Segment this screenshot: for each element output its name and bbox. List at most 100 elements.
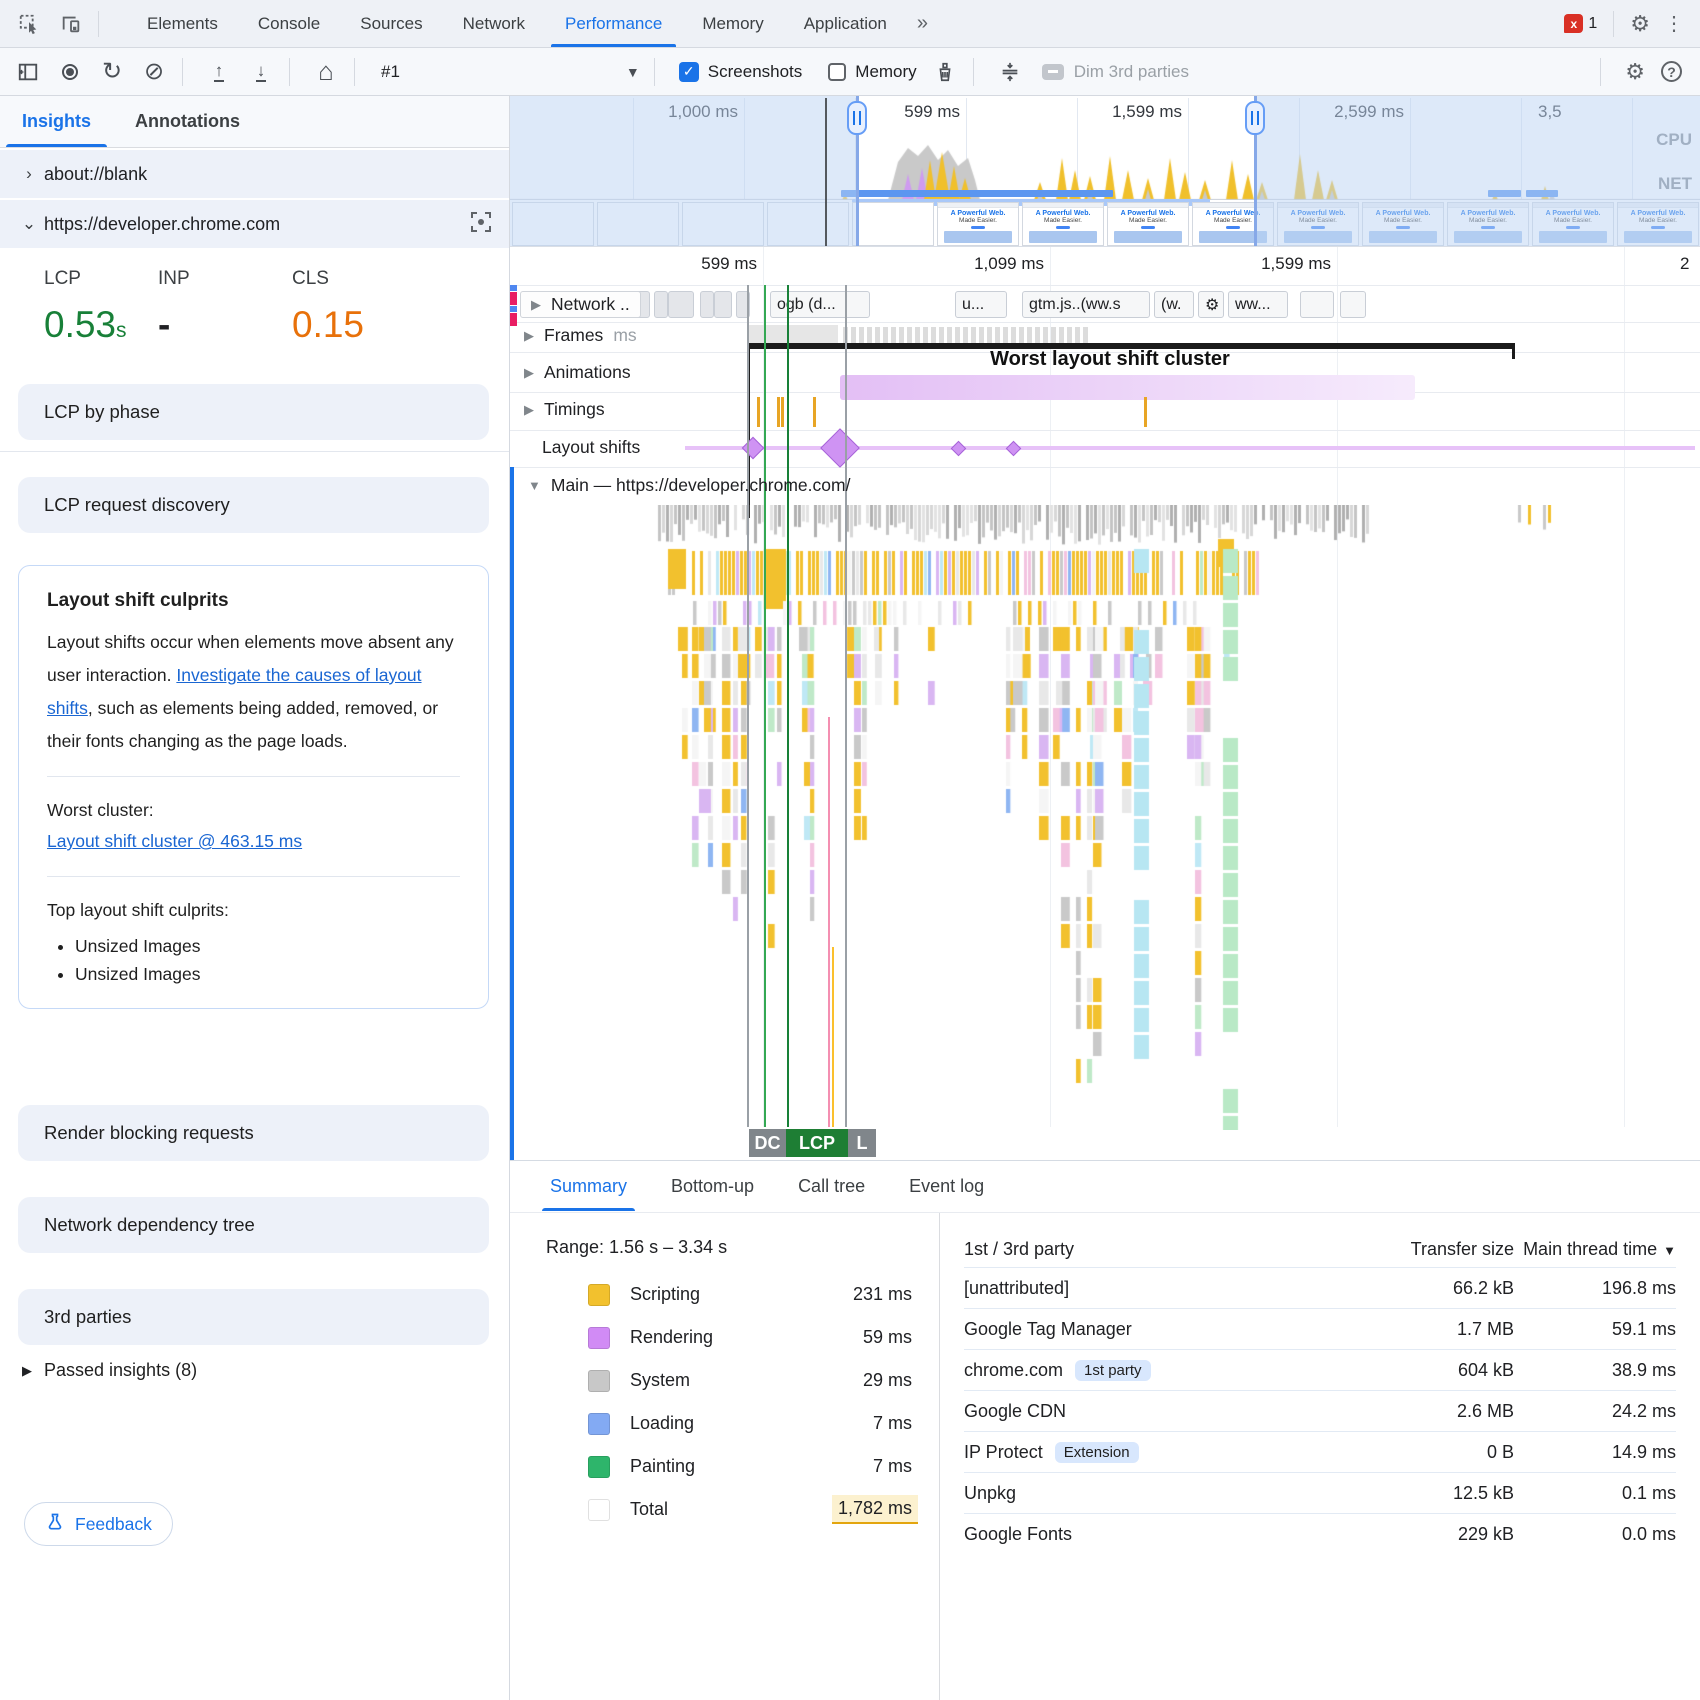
garbage-collect-icon[interactable]	[931, 58, 959, 86]
more-tabs-icon[interactable]: »	[916, 12, 928, 34]
timing-marker[interactable]	[1144, 397, 1147, 427]
legend-row[interactable]: Painting 7 ms	[588, 1445, 918, 1488]
download-profile-icon[interactable]: ↓	[255, 60, 267, 82]
timing-marker[interactable]	[757, 397, 760, 427]
frame-bar[interactable]	[747, 325, 838, 347]
panel-tab[interactable]: Network	[462, 13, 525, 33]
frame-bar[interactable]	[907, 327, 912, 345]
left-window-handle[interactable]	[856, 96, 859, 246]
marker-badge-l[interactable]: L	[848, 1129, 876, 1157]
home-live-metrics-icon[interactable]: ⌂	[318, 56, 334, 86]
metric-lcp[interactable]: LCP 0.53s	[44, 268, 127, 345]
timing-marker[interactable]	[777, 397, 780, 427]
memory-checkbox[interactable]: Memory	[828, 62, 917, 82]
table-row[interactable]: Google Fonts 229 kB 0.0 ms	[964, 1513, 1676, 1554]
frame-bar[interactable]	[1011, 327, 1016, 345]
track-label-timings[interactable]: ▶ Timings	[524, 399, 605, 420]
screenshot-thumbnail[interactable]: A Powerful Web.Made Easier.	[1022, 202, 1104, 246]
worst-cluster-band[interactable]	[840, 375, 1415, 400]
marker-badge-dc[interactable]: DC	[749, 1129, 786, 1157]
table-row[interactable]: Unpkg 12.5 kB 0.1 ms	[964, 1472, 1676, 1513]
frame-bar[interactable]	[891, 327, 896, 345]
main-thread-header[interactable]: ▼ Main — https://developer.chrome.com/	[528, 475, 850, 496]
table-row[interactable]: IP Protect Extension 0 B 14.9 ms	[964, 1431, 1676, 1472]
help-icon[interactable]: ?	[1661, 61, 1682, 82]
dim-3rd-parties-toggle[interactable]	[1041, 63, 1064, 80]
panel-tab[interactable]: Memory	[702, 13, 764, 33]
legend-row[interactable]: Total 1,782 ms	[588, 1488, 918, 1531]
frame-bar[interactable]	[859, 327, 864, 345]
right-window-handle[interactable]	[1254, 96, 1257, 246]
layout-shift-diamond[interactable]	[741, 436, 765, 460]
metric-inp[interactable]: INP -	[158, 268, 190, 345]
network-request-chip[interactable]: gtm.js..(ww.s	[1022, 291, 1150, 318]
worst-cluster-link[interactable]: Layout shift cluster @ 463.15 ms	[47, 831, 303, 852]
screenshot-thumbnail[interactable]: A Powerful Web.Made Easier.	[937, 202, 1019, 246]
capture-settings-gear-icon[interactable]: ⚙	[1625, 58, 1645, 84]
bottom-tab[interactable]: Bottom-up	[671, 1175, 755, 1196]
frame-bar[interactable]	[987, 327, 992, 345]
frame-bar[interactable]	[1035, 327, 1040, 345]
right-window-handle-grip[interactable]	[1245, 101, 1265, 135]
frame-bar[interactable]	[963, 327, 968, 345]
frame-bar[interactable]	[883, 327, 888, 345]
track-label-animations[interactable]: ▶ Animations	[524, 362, 631, 383]
frame-bar[interactable]	[971, 327, 976, 345]
network-request-chip[interactable]: ⚙	[1198, 291, 1224, 318]
frame-bar[interactable]	[1067, 327, 1072, 345]
frame-bar[interactable]	[1043, 327, 1048, 345]
frame-bar[interactable]	[1075, 327, 1080, 345]
history-selector[interactable]: #1	[381, 61, 400, 81]
table-row[interactable]: Google CDN 2.6 MB 24.2 ms	[964, 1390, 1676, 1431]
sidebar-tab[interactable]: Insights	[0, 96, 113, 147]
frame-bar[interactable]	[923, 327, 928, 345]
header-transfer-size[interactable]: Transfer size	[1410, 1238, 1514, 1259]
layout-shift-diamond[interactable]	[820, 428, 860, 468]
panel-tab[interactable]: Elements	[147, 13, 218, 33]
frame-bar[interactable]	[899, 327, 904, 345]
insight-card-lcp-by-phase[interactable]: LCP by phase	[18, 384, 489, 440]
screenshots-checkbox[interactable]: ✓ Screenshots	[678, 61, 802, 82]
track-label-frames[interactable]: ▶ Frames ms	[524, 325, 637, 346]
left-window-handle-grip[interactable]	[847, 101, 867, 135]
panel-tab[interactable]: Performance	[545, 0, 682, 47]
frame-bar[interactable]	[1059, 327, 1064, 345]
settings-gear-icon[interactable]: ⚙	[1630, 10, 1650, 36]
upload-profile-icon[interactable]: ↑	[213, 60, 225, 82]
frame-bar[interactable]	[851, 327, 856, 345]
panel-tab[interactable]: Console	[257, 13, 321, 33]
network-request-chip[interactable]	[714, 291, 732, 318]
insight-card-lcp-request-discovery[interactable]: LCP request discovery	[18, 477, 489, 533]
frame-bar[interactable]	[1019, 327, 1024, 345]
marker-badge-lcp[interactable]: LCP	[786, 1129, 848, 1157]
timing-marker[interactable]	[781, 397, 784, 427]
legend-row[interactable]: Rendering 59 ms	[588, 1316, 918, 1359]
collapse-flame-icon[interactable]	[996, 58, 1024, 86]
screenshot-thumbnail[interactable]: A Powerful Web.Made Easier.	[1107, 202, 1189, 246]
frame-bar[interactable]	[875, 327, 880, 345]
frame-bar[interactable]	[1083, 327, 1088, 345]
frame-bar[interactable]	[931, 327, 936, 345]
main-flame-chart[interactable]	[518, 505, 1694, 1130]
bottom-tab[interactable]: Call tree	[798, 1175, 866, 1196]
passed-insights-toggle[interactable]: ▶ Passed insights (8)	[22, 1360, 198, 1380]
sidebar-tab[interactable]: Annotations	[135, 111, 241, 131]
header-party[interactable]: 1st / 3rd party	[964, 1238, 1075, 1259]
kebab-menu-icon[interactable]: ⋮	[1664, 12, 1684, 35]
legend-row[interactable]: Scripting 231 ms	[588, 1273, 918, 1316]
panel-tab[interactable]: Sources	[360, 13, 423, 33]
layout-shift-diamond[interactable]	[950, 440, 966, 456]
timeline-overview[interactable]: 1,000 ms599 ms1,599 ms2,599 ms3,5CPUNETA…	[510, 96, 1700, 247]
device-toolbar-icon[interactable]	[58, 11, 84, 37]
network-request-chip[interactable]	[736, 291, 750, 318]
panel-tab[interactable]: Application	[803, 13, 887, 33]
network-request-chip[interactable]: u...	[955, 291, 1007, 318]
clear-button[interactable]: ⊘	[143, 58, 165, 85]
insight-card-network-dependency-tree[interactable]: Network dependency tree	[18, 1197, 489, 1253]
inspect-element-icon[interactable]	[16, 11, 42, 37]
frame-bar[interactable]	[1051, 327, 1056, 345]
frame-bar[interactable]	[995, 327, 1000, 345]
record-button[interactable]	[56, 58, 84, 86]
header-main-thread-time[interactable]: Main thread time ▼	[1523, 1238, 1676, 1259]
frame-bar[interactable]	[867, 327, 872, 345]
